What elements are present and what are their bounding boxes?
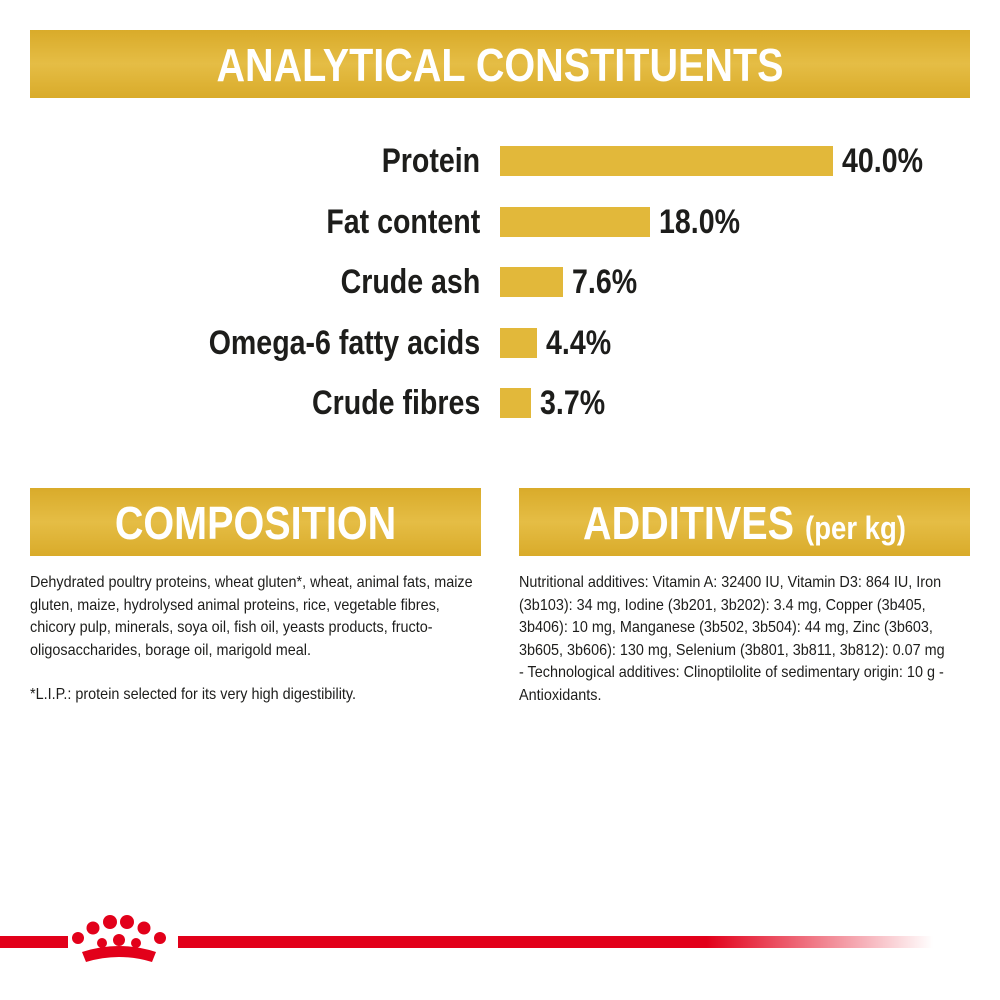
chart-title: ANALYTICAL CONSTITUENTS (216, 39, 784, 91)
red-line (178, 936, 933, 948)
value-label: 4.4% (545, 323, 611, 362)
bar (500, 206, 650, 237)
category-label: Protein (381, 142, 480, 180)
value-label: 7.6% (572, 263, 638, 301)
composition-band: COMPOSITION (30, 488, 481, 556)
additives-suffix: (per kg) (805, 510, 906, 546)
category-label: Crude fibres (311, 384, 480, 422)
crown-logo (72, 915, 166, 962)
red-line (0, 936, 68, 948)
category-label: Crude ash (340, 263, 480, 301)
value-label: 3.7% (539, 384, 605, 422)
additives-heading: ADDITIVES (per kg) (551, 488, 939, 556)
composition-title: COMPOSITION (114, 497, 397, 549)
bar (500, 327, 537, 358)
bar (500, 267, 564, 297)
bar (500, 388, 531, 418)
value-label: 40.0% (842, 142, 923, 180)
additives-title: ADDITIVES (583, 497, 795, 549)
category-label: Fat content (326, 202, 480, 241)
bar (500, 146, 833, 176)
composition-text: Dehydrated poultry proteins, wheat glute… (30, 572, 480, 729)
additives-band: ADDITIVES (per kg) (519, 488, 970, 556)
header-band: ANALYTICAL CONSTITUENTS (30, 30, 970, 98)
value-label: 18.0% (658, 202, 740, 241)
paragraph: Nutritional additives: Vitamin A: 32400 … (519, 574, 945, 704)
paragraph: Dehydrated poultry proteins, wheat glute… (30, 574, 473, 659)
category-label: Omega-6 fatty acids (208, 323, 480, 362)
paragraph: *L.I.P.: protein selected for its very h… (30, 686, 357, 703)
additives-text: Nutritional additives: Vitamin A: 32400 … (519, 572, 951, 729)
